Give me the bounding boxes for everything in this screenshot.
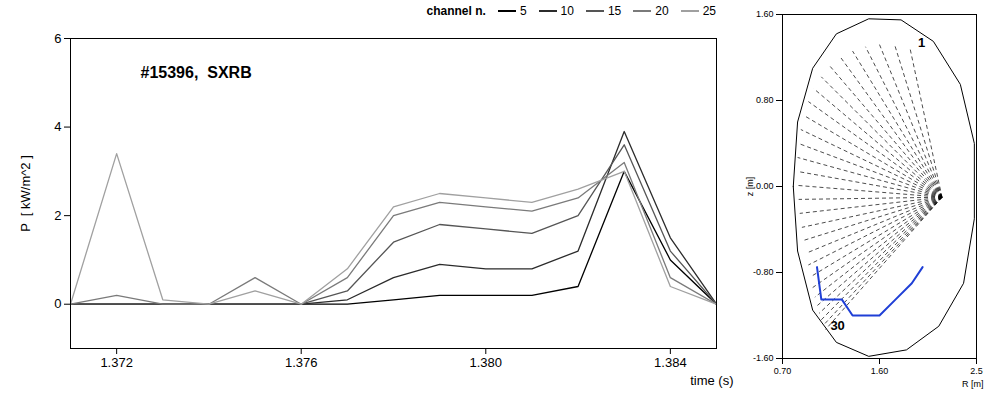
html-text:25: 25 [702, 4, 716, 18]
svg-text:P [ kW/m^2 ]: P [ kW/m^2 ] [18, 155, 33, 232]
svg-text:4: 4 [54, 119, 61, 134]
html-text:10: 10 [560, 4, 574, 18]
svg-text:R [m]: R [m] [962, 379, 984, 389]
svg-text:time (s): time (s) [690, 373, 733, 388]
html-text:5: 5 [519, 4, 527, 18]
svg-text:30: 30 [830, 318, 844, 333]
svg-text:#15396, SXRB: #15396, SXRB [141, 64, 252, 81]
svg-text:1: 1 [918, 35, 925, 50]
svg-text:2.5: 2.5 [970, 366, 983, 376]
svg-text:1.376: 1.376 [285, 355, 318, 370]
svg-text:2: 2 [54, 208, 61, 223]
svg-text:0.80: 0.80 [756, 95, 774, 105]
html-text:15: 15 [607, 4, 622, 18]
html-text:channel n.: channel n. [426, 4, 486, 18]
svg-text:1.380: 1.380 [470, 355, 503, 370]
svg-text:1.372: 1.372 [100, 355, 133, 370]
svg-text:1.60: 1.60 [871, 366, 889, 376]
svg-text:-0.80: -0.80 [753, 267, 774, 277]
svg-text:0.00: 0.00 [756, 181, 774, 191]
svg-text:0.70: 0.70 [774, 366, 792, 376]
svg-text:0: 0 [54, 296, 61, 311]
svg-text:z [m]: z [m] [745, 177, 755, 197]
svg-text:1.60: 1.60 [756, 9, 774, 19]
svg-text:-1.60: -1.60 [753, 353, 774, 363]
html-text:20: 20 [655, 4, 669, 18]
svg-text:6: 6 [54, 31, 61, 46]
svg-text:1.384: 1.384 [654, 355, 687, 370]
